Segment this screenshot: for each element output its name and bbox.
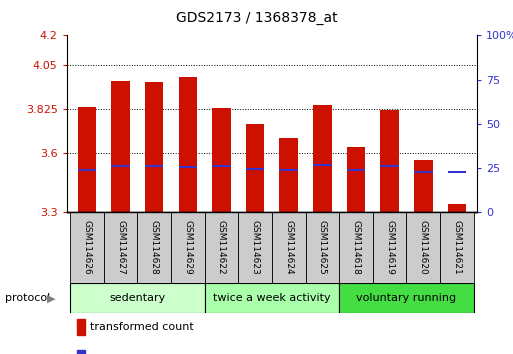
Bar	[414, 160, 432, 212]
Bar	[145, 82, 164, 212]
Bar	[306, 212, 339, 283]
Bar	[205, 283, 339, 313]
Bar	[179, 166, 197, 169]
Bar	[272, 212, 306, 283]
Bar	[339, 283, 473, 313]
Bar	[280, 169, 298, 171]
Bar	[212, 165, 231, 167]
Bar	[111, 165, 130, 167]
Bar	[246, 124, 264, 212]
Bar	[347, 169, 365, 171]
Bar	[406, 212, 440, 283]
Text: transformed count: transformed count	[90, 322, 193, 332]
Text: GSM114627: GSM114627	[116, 221, 125, 275]
Text: GSM114624: GSM114624	[284, 221, 293, 275]
Text: GSM114629: GSM114629	[183, 221, 192, 275]
Bar	[380, 110, 399, 212]
Bar	[448, 171, 466, 173]
Bar	[313, 164, 331, 166]
Bar	[373, 212, 406, 283]
Text: GDS2173 / 1368378_at: GDS2173 / 1368378_at	[175, 11, 338, 25]
Text: sedentary: sedentary	[109, 293, 166, 303]
Bar	[414, 171, 432, 173]
Bar	[440, 212, 473, 283]
Bar	[280, 138, 298, 212]
Text: GSM114623: GSM114623	[250, 221, 260, 275]
Bar	[238, 212, 272, 283]
Bar	[380, 165, 399, 167]
Bar	[205, 212, 238, 283]
Bar	[70, 212, 104, 283]
Text: ▶: ▶	[47, 293, 55, 303]
Bar	[347, 147, 365, 212]
Text: GSM114620: GSM114620	[419, 221, 428, 275]
Bar	[77, 107, 96, 212]
Text: GSM114625: GSM114625	[318, 221, 327, 275]
Bar	[246, 168, 264, 170]
Bar	[137, 212, 171, 283]
Bar	[77, 169, 96, 171]
Bar	[111, 81, 130, 212]
Bar	[171, 212, 205, 283]
Text: GSM114619: GSM114619	[385, 220, 394, 275]
Text: twice a week activity: twice a week activity	[213, 293, 331, 303]
Text: GSM114628: GSM114628	[150, 221, 159, 275]
Bar	[70, 283, 205, 313]
Text: GSM114626: GSM114626	[83, 221, 91, 275]
Bar	[313, 105, 331, 212]
Bar	[179, 77, 197, 212]
Bar	[212, 108, 231, 212]
Text: GSM114618: GSM114618	[351, 220, 361, 275]
Text: protocol: protocol	[5, 293, 50, 303]
Bar	[145, 165, 164, 167]
Bar	[104, 212, 137, 283]
Bar	[448, 204, 466, 212]
Text: voluntary running: voluntary running	[357, 293, 457, 303]
Bar	[339, 212, 373, 283]
Text: GSM114621: GSM114621	[452, 221, 461, 275]
Text: GSM114622: GSM114622	[217, 221, 226, 275]
